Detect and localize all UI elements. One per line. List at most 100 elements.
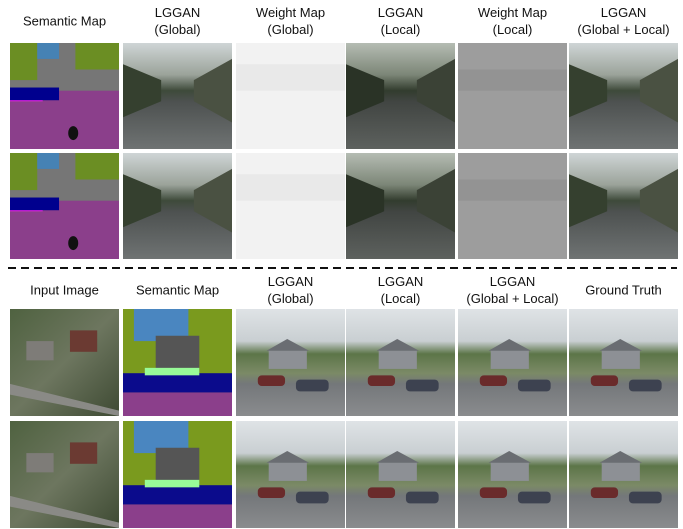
house — [378, 461, 417, 481]
image-semaerial — [123, 421, 232, 528]
roof — [488, 338, 532, 351]
image-semcity — [10, 153, 119, 259]
column-header: LGGAN — [378, 274, 424, 289]
label-sky — [37, 153, 60, 169]
column-header: (Global) — [154, 22, 200, 37]
road — [10, 383, 119, 416]
image-suburb — [458, 309, 567, 416]
trees — [569, 174, 608, 228]
trees — [193, 168, 232, 233]
image-semcity — [10, 43, 119, 149]
label-pole — [68, 126, 79, 141]
roof — [266, 338, 310, 351]
column-header: LGGAN — [601, 5, 647, 20]
weight-map-shade — [236, 174, 345, 201]
column-header: (Global) — [267, 22, 313, 37]
column-header: (Global) — [267, 291, 313, 306]
trees — [346, 174, 385, 228]
image-wglobal — [236, 43, 345, 149]
image-wlocal — [458, 43, 567, 149]
image-streetdark — [346, 43, 455, 149]
column-header: Weight Map — [256, 5, 325, 20]
roof — [26, 341, 54, 361]
house — [601, 461, 640, 481]
image-wglobal — [236, 153, 345, 259]
column-header: (Global + Local) — [466, 291, 558, 306]
column-header: (Local) — [381, 22, 421, 37]
image-suburb — [346, 309, 455, 416]
roof — [376, 450, 420, 463]
trees — [416, 58, 455, 123]
house — [268, 349, 307, 369]
image-suburb — [569, 309, 678, 416]
car — [257, 487, 286, 499]
image-street — [123, 43, 232, 149]
trees — [346, 64, 385, 118]
image-street — [569, 153, 678, 259]
image-suburb — [236, 309, 345, 416]
car — [628, 379, 662, 392]
label-building — [155, 335, 200, 374]
image-street — [569, 43, 678, 149]
house — [490, 349, 529, 369]
column-header: LGGAN — [378, 5, 424, 20]
column-header: Input Image — [30, 282, 99, 297]
column-header: Ground Truth — [585, 282, 662, 297]
roof — [599, 450, 643, 463]
weight-map-shade — [458, 179, 567, 201]
trees — [569, 64, 608, 118]
weight-map — [236, 43, 345, 149]
image-streetdark — [346, 153, 455, 259]
image-aerial — [10, 309, 119, 416]
trees — [416, 168, 455, 233]
car — [405, 379, 439, 392]
car — [479, 375, 508, 387]
column-header: Weight Map — [478, 5, 547, 20]
label-car — [123, 373, 232, 393]
label-vegetation — [10, 153, 38, 191]
roof — [599, 338, 643, 351]
column-header: Semantic Map — [136, 282, 219, 297]
house — [490, 461, 529, 481]
weight-map — [458, 43, 567, 149]
label-road — [123, 392, 232, 416]
weight-map-shade — [458, 69, 567, 91]
trees — [639, 58, 678, 123]
image-suburb — [569, 421, 678, 528]
column-header: Semantic Map — [23, 13, 106, 28]
column-header: LGGAN — [155, 5, 201, 20]
trees — [123, 64, 162, 118]
house — [601, 349, 640, 369]
label-vegetation — [10, 43, 38, 81]
label-pole — [68, 236, 79, 251]
label-vegetation — [75, 43, 119, 70]
image-aerial — [10, 421, 119, 528]
weight-map — [458, 153, 567, 259]
roof — [69, 330, 98, 352]
label-car — [10, 197, 60, 211]
road — [10, 495, 119, 528]
roof — [26, 453, 54, 473]
roof — [69, 442, 98, 464]
car — [590, 487, 619, 499]
house — [268, 461, 307, 481]
roof — [266, 450, 310, 463]
image-street — [123, 153, 232, 259]
image-suburb — [458, 421, 567, 528]
car — [295, 379, 329, 392]
image-suburb — [236, 421, 345, 528]
trees — [123, 174, 162, 228]
column-header: (Global + Local) — [577, 22, 669, 37]
car — [628, 491, 662, 504]
label-sky — [37, 43, 60, 59]
car — [479, 487, 508, 499]
roof — [376, 338, 420, 351]
weight-map-shade — [236, 64, 345, 91]
trees — [639, 168, 678, 233]
roof — [488, 450, 532, 463]
label-vegetation — [75, 153, 119, 180]
column-header: (Local) — [381, 291, 421, 306]
image-semaerial — [123, 309, 232, 416]
image-suburb — [346, 421, 455, 528]
